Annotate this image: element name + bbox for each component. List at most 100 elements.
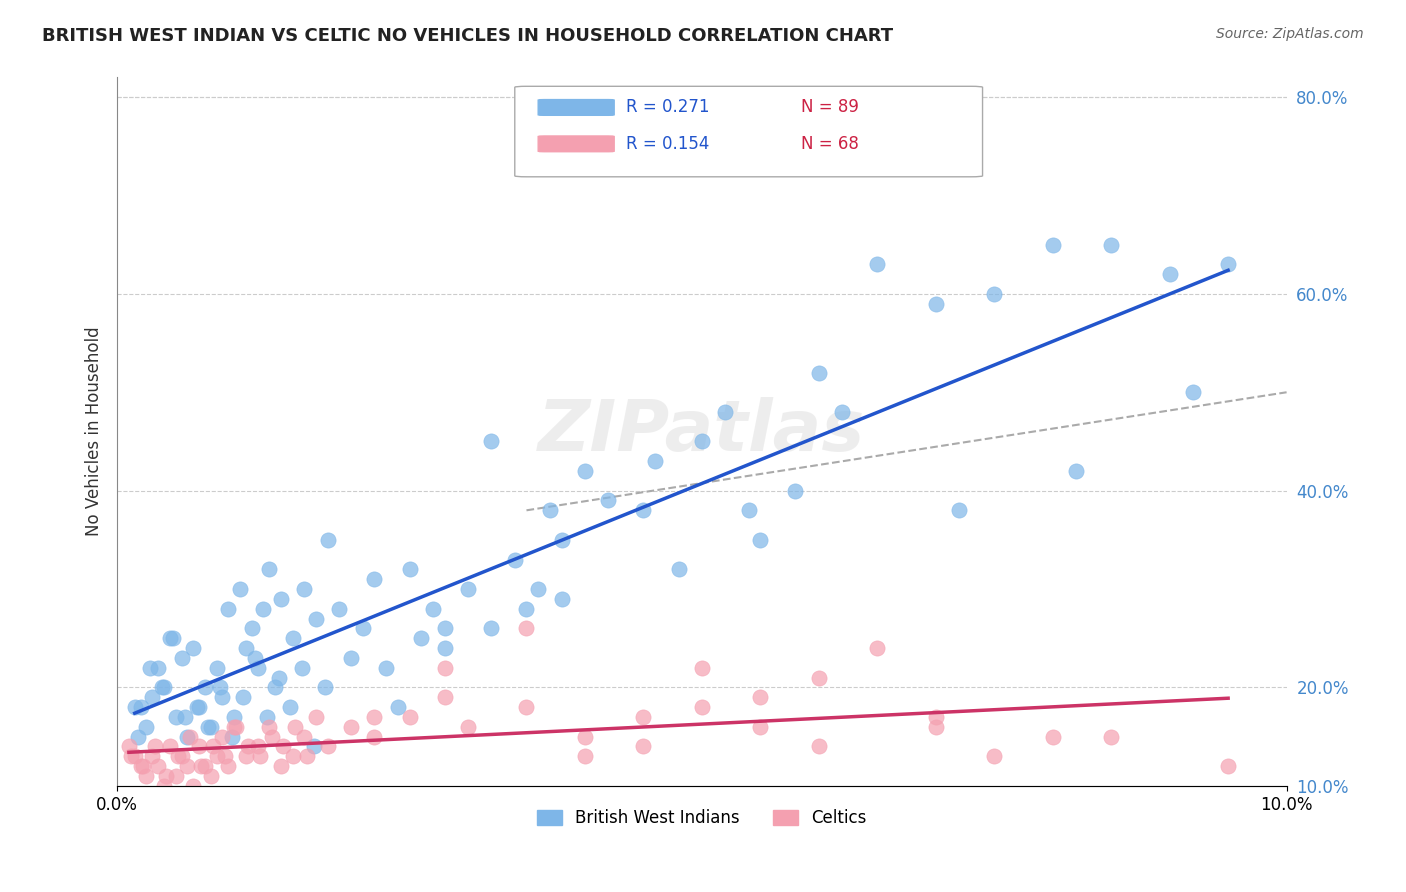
Point xyxy=(190,759,212,773)
FancyBboxPatch shape xyxy=(538,100,614,115)
Point xyxy=(690,434,713,449)
Point xyxy=(194,759,217,773)
Point xyxy=(124,700,146,714)
Point xyxy=(807,366,830,380)
Point xyxy=(271,739,294,754)
Point xyxy=(1216,759,1239,773)
Point xyxy=(159,631,181,645)
Point xyxy=(197,720,219,734)
Point xyxy=(267,671,290,685)
Point xyxy=(1159,267,1181,281)
Point xyxy=(141,749,163,764)
Point xyxy=(240,621,263,635)
Point xyxy=(633,710,655,724)
Point xyxy=(433,690,456,705)
Point xyxy=(211,690,233,705)
Point xyxy=(153,681,176,695)
Point xyxy=(221,730,243,744)
Point xyxy=(238,739,260,754)
Point xyxy=(129,700,152,714)
Point xyxy=(481,434,503,449)
Point xyxy=(411,631,433,645)
Point xyxy=(194,681,217,695)
Point xyxy=(574,749,596,764)
Text: BRITISH WEST INDIAN VS CELTIC NO VEHICLES IN HOUSEHOLD CORRELATION CHART: BRITISH WEST INDIAN VS CELTIC NO VEHICLE… xyxy=(42,27,893,45)
Point xyxy=(165,769,187,783)
Point xyxy=(1099,237,1122,252)
Text: R = 0.154: R = 0.154 xyxy=(626,136,709,153)
Point xyxy=(292,582,315,596)
Point xyxy=(141,690,163,705)
Point xyxy=(983,286,1005,301)
Point xyxy=(305,710,328,724)
Point xyxy=(749,690,772,705)
Point xyxy=(209,681,232,695)
Point xyxy=(433,661,456,675)
Point xyxy=(211,730,233,744)
Point xyxy=(831,405,853,419)
Point xyxy=(1182,385,1205,400)
Point xyxy=(162,631,184,645)
Point xyxy=(188,700,211,714)
Point xyxy=(264,681,287,695)
Point xyxy=(284,720,307,734)
Point xyxy=(205,661,228,675)
Point xyxy=(249,749,271,764)
Point xyxy=(217,601,239,615)
Point xyxy=(807,671,830,685)
Point xyxy=(246,739,269,754)
Point xyxy=(143,739,166,754)
Point xyxy=(433,621,456,635)
Point xyxy=(866,257,889,271)
Point xyxy=(167,749,190,764)
Point xyxy=(256,710,278,724)
Point xyxy=(316,533,339,547)
Point xyxy=(328,601,350,615)
Point xyxy=(243,651,266,665)
Point xyxy=(398,710,420,724)
Point xyxy=(252,601,274,615)
Point xyxy=(433,641,456,656)
Point xyxy=(1099,730,1122,744)
Point xyxy=(278,700,301,714)
Point xyxy=(179,730,201,744)
Point xyxy=(1064,464,1087,478)
Point xyxy=(295,749,318,764)
Point xyxy=(257,562,280,576)
Point xyxy=(124,749,146,764)
Point xyxy=(550,591,572,606)
Point xyxy=(375,661,398,675)
Point xyxy=(807,739,830,754)
Point xyxy=(292,730,315,744)
Point xyxy=(127,730,149,744)
Point xyxy=(260,730,283,744)
Point xyxy=(340,651,363,665)
Point xyxy=(146,661,169,675)
Point xyxy=(217,759,239,773)
Point xyxy=(150,681,173,695)
Point xyxy=(129,759,152,773)
Point xyxy=(302,739,325,754)
Point xyxy=(515,601,537,615)
Point xyxy=(155,769,177,783)
Point xyxy=(188,739,211,754)
Point xyxy=(1216,257,1239,271)
Point xyxy=(135,769,157,783)
Point xyxy=(363,572,385,586)
Point xyxy=(174,710,197,724)
Legend: British West Indians, Celtics: British West Indians, Celtics xyxy=(530,803,873,834)
Point xyxy=(503,552,526,566)
Point xyxy=(305,611,328,625)
Point xyxy=(246,661,269,675)
Point xyxy=(205,749,228,764)
Point xyxy=(481,621,503,635)
Point xyxy=(235,749,257,764)
Point xyxy=(257,720,280,734)
Point xyxy=(224,720,246,734)
Text: Source: ZipAtlas.com: Source: ZipAtlas.com xyxy=(1216,27,1364,41)
Point xyxy=(983,749,1005,764)
Text: ZIPatlas: ZIPatlas xyxy=(538,397,866,467)
Point xyxy=(925,710,948,724)
Point xyxy=(135,720,157,734)
Y-axis label: No Vehicles in Household: No Vehicles in Household xyxy=(86,326,103,536)
